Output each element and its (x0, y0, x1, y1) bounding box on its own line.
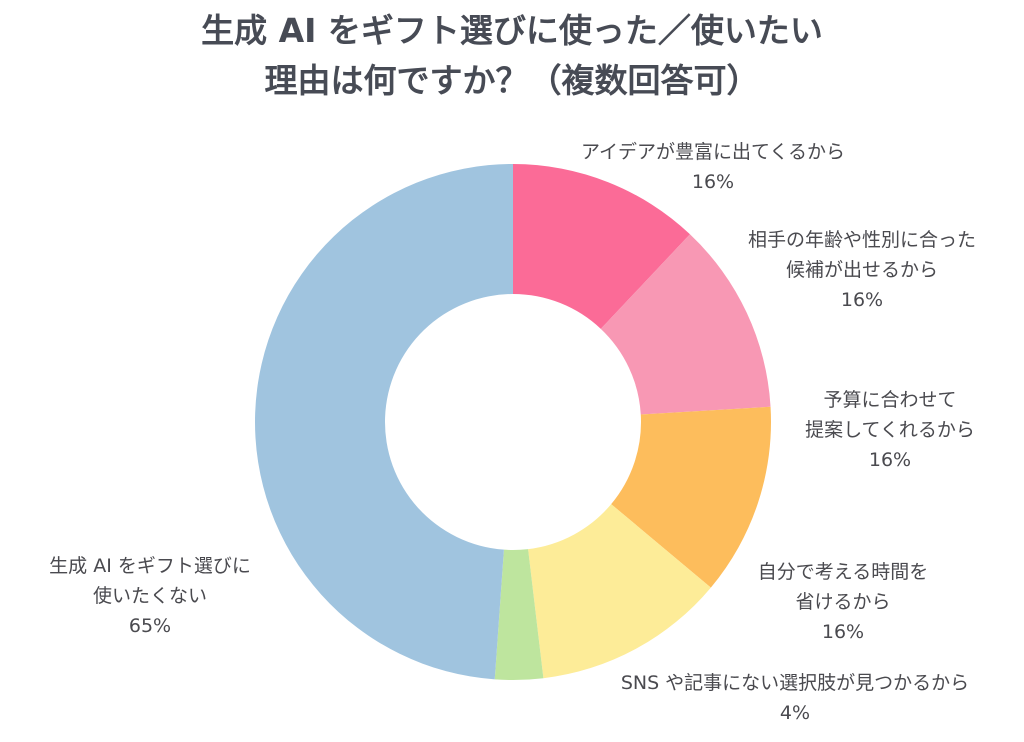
slice-category-label: 使いたくない (93, 585, 207, 607)
donut-slice-3 (611, 406, 771, 588)
donut-slice-6 (255, 164, 513, 680)
slice-value-label: 4% (780, 702, 810, 724)
slice-category-label: 自分で考える時間を (758, 561, 928, 583)
slice-label-1: アイデアが豊富に出てくるから 16% (581, 141, 845, 193)
slice-category-label: 省けるから (795, 591, 890, 613)
slice-category-label: アイデアが豊富に出てくるから (581, 141, 845, 163)
slice-category-label: 生成 AI をギフト選びに (49, 555, 251, 577)
slice-category-label: 候補が出せるから (786, 259, 938, 281)
slice-value-label: 16% (822, 621, 864, 643)
slice-category-label: 提案してくれるから (805, 419, 975, 441)
donut-slice-2 (600, 234, 771, 415)
slice-value-label: 16% (692, 171, 734, 193)
slice-value-label: 65% (129, 615, 171, 637)
chart-title-line-1: 生成 AI をギフト選びに使った／使いたい (201, 11, 823, 50)
slice-label-3: 予算に合わせて提案してくれるから 16% (805, 389, 975, 471)
donut-slice-1 (513, 164, 690, 329)
slice-category-label: SNS や記事にない選択肢が見つかるから (621, 672, 969, 694)
chart-title: 生成 AI をギフト選びに使った／使いたい 理由は何ですか？（複数回答可） (0, 6, 1024, 106)
slice-labels: アイデアが豊富に出てくるから 16% 相手の年齢や性別に合った候補が出せるから 16%… (49, 141, 976, 724)
slice-category-label: 相手の年齢や性別に合った (748, 229, 976, 251)
slice-label-2: 相手の年齢や性別に合った候補が出せるから 16% (748, 229, 976, 311)
slice-category-label: 予算に合わせて (823, 389, 956, 411)
donut-slice-4 (528, 504, 711, 679)
slice-value-label: 16% (869, 449, 911, 471)
slice-label-5: SNS や記事にない選択肢が見つかるから 4% (621, 672, 969, 724)
chart-title-line-2: 理由は何ですか？（複数回答可） (264, 61, 760, 100)
slice-value-label: 16% (841, 289, 883, 311)
donut-slice-5 (494, 549, 544, 680)
donut-slices (255, 164, 771, 680)
slice-label-4: 自分で考える時間を省けるから 16% (758, 561, 928, 643)
slice-label-6: 生成 AI をギフト選びに使いたくない 65% (49, 555, 251, 637)
